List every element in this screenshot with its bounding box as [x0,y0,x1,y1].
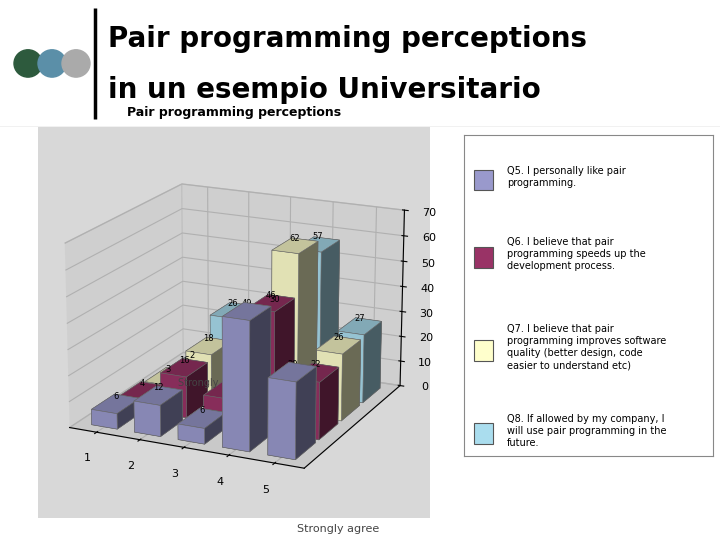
Text: Q8. If allowed by my company, I
will use pair programming in the
future.: Q8. If allowed by my company, I will use… [507,414,666,448]
Text: Strongly agree: Strongly agree [297,524,379,534]
Text: Q6. I believe that pair
programming speeds up the
development process.: Q6. I believe that pair programming spee… [507,237,645,271]
Circle shape [14,50,42,77]
FancyBboxPatch shape [474,247,493,267]
FancyBboxPatch shape [474,340,493,361]
Text: in un esempio Universitario: in un esempio Universitario [108,76,541,104]
FancyBboxPatch shape [474,170,493,191]
Text: Q7. I believe that pair
programming improves software
quality (better design, co: Q7. I believe that pair programming impr… [507,324,666,370]
Text: Pair programming perceptions: Pair programming perceptions [108,25,587,53]
Text: Q5. I personally like pair
programming.: Q5. I personally like pair programming. [507,166,626,188]
Circle shape [38,50,66,77]
Title: Pair programming perceptions: Pair programming perceptions [127,106,341,119]
FancyBboxPatch shape [474,423,493,444]
Circle shape [62,50,90,77]
